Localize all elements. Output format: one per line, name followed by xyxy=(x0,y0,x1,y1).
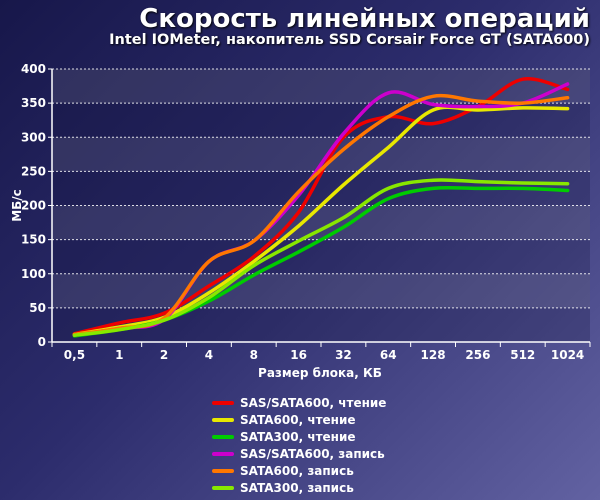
y-tick-label: 200 xyxy=(21,199,46,213)
x-axis-label: Размер блока, КБ xyxy=(258,366,382,380)
legend-swatch xyxy=(212,485,234,490)
x-tick-label: 1024 xyxy=(551,348,584,362)
legend-item: SAS/SATA600, чтение xyxy=(212,394,386,411)
x-tick-label: 1 xyxy=(115,348,123,362)
x-tick-label: 128 xyxy=(421,348,446,362)
legend-item: SATA300, чтение xyxy=(212,428,386,445)
legend-item: SATA300, запись xyxy=(212,479,386,496)
y-tick-label: 50 xyxy=(29,301,46,315)
chart-title: Скорость линейных операций xyxy=(139,4,590,34)
chart-legend: SAS/SATA600, чтение SATA600, чтение SATA30… xyxy=(212,394,386,496)
series-line-6 xyxy=(72,178,570,337)
legend-swatch xyxy=(212,468,234,473)
y-tick-label: 150 xyxy=(21,233,46,247)
legend-label: SATA300, чтение xyxy=(240,429,356,444)
x-tick-label: 32 xyxy=(335,348,352,362)
x-tick-label: 256 xyxy=(465,348,490,362)
legend-item: SAS/SATA600, запись xyxy=(212,445,386,462)
x-tick-label: 512 xyxy=(510,348,535,362)
chart-subtitle: Intel IOMeter, накопитель SSD Corsair Fo… xyxy=(109,32,590,48)
legend-swatch xyxy=(212,417,234,422)
legend-swatch xyxy=(212,451,234,456)
x-tick-label: 64 xyxy=(380,348,397,362)
x-tick-label: 0,5 xyxy=(64,348,85,362)
legend-label: SATA300, запись xyxy=(240,480,354,495)
legend-swatch xyxy=(212,400,234,405)
plot-band xyxy=(52,273,590,308)
x-tick-label: 8 xyxy=(250,348,258,362)
legend-label: SATA600, запись xyxy=(240,463,354,478)
legend-item: SATA600, запись xyxy=(212,462,386,479)
y-tick-label: 400 xyxy=(21,62,46,76)
legend-swatch xyxy=(212,434,234,439)
legend-label: SAS/SATA600, запись xyxy=(240,446,385,461)
y-tick-label: 100 xyxy=(21,267,46,281)
plot-band xyxy=(52,205,590,240)
y-tick-label: 300 xyxy=(21,130,46,144)
x-tick-label: 16 xyxy=(290,348,307,362)
y-tick-label: 250 xyxy=(21,164,46,178)
legend-label: SAS/SATA600, чтение xyxy=(240,395,387,410)
plot-band xyxy=(52,69,590,104)
legend-label: SATA600, чтение xyxy=(240,412,356,427)
y-tick-label: 0 xyxy=(38,335,46,349)
x-tick-label: 4 xyxy=(205,348,213,362)
legend-item: SATA600, чтение xyxy=(212,411,386,428)
x-tick-label: 2 xyxy=(160,348,168,362)
y-axis-label: МБ/с xyxy=(10,189,24,222)
y-tick-label: 350 xyxy=(21,96,46,110)
